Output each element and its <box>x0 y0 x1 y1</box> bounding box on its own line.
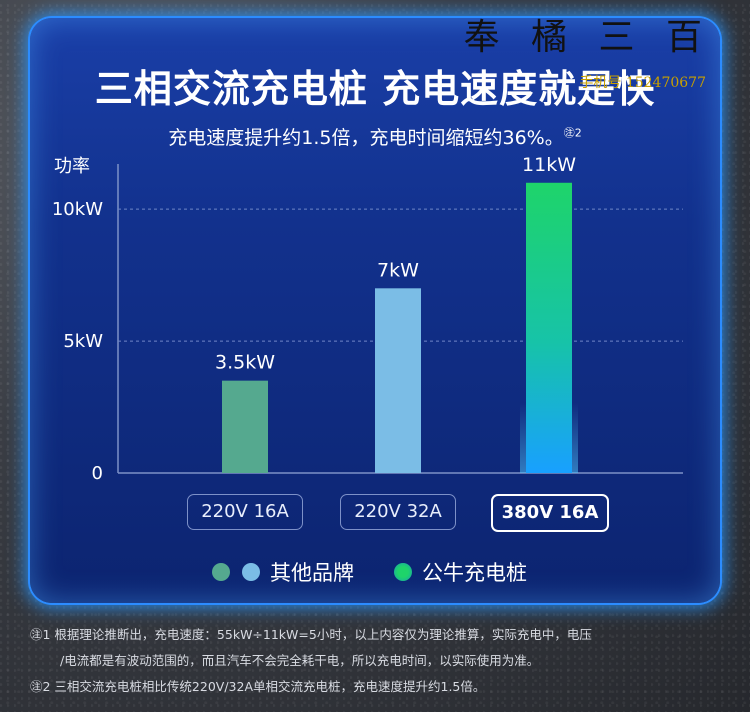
x-category-label: 220V 32A <box>340 494 456 530</box>
bar-220V-16A <box>222 380 268 473</box>
legend-swatch-bull <box>394 563 412 581</box>
legend-label-bull: 公牛充电桩 <box>422 561 527 585</box>
bar-220V-32A <box>375 288 421 473</box>
y-axis-label: 功率 <box>54 156 90 177</box>
y-tick-label: 10kW <box>52 199 103 220</box>
bar-value-label: 11kW <box>522 154 576 176</box>
y-tick-label: 5kW <box>63 331 103 352</box>
y-tick-label: 0 <box>92 463 103 484</box>
bar-380V-16A <box>526 182 572 473</box>
watermark: 奉 橘 三 百 <box>463 17 712 58</box>
legend-label-other: 其他品牌 <box>270 561 354 585</box>
legend: 其他品牌 公牛充电桩 <box>212 557 527 587</box>
footnote-1: ㊟1 根据理论推断出，充电速度：55kW÷11kW=5小时，以上内容仅为理论推算… <box>30 627 592 642</box>
footnote-2: ㊟2 三相交流充电桩相比传统220V/32A单相交流充电桩，充电速度提升约1.5… <box>30 679 486 694</box>
x-category-label: 380V 16A <box>491 494 609 532</box>
subtitle-text: 充电速度提升约1.5倍，充电时间缩短约36%。 <box>168 127 564 149</box>
page-subtitle: 充电速度提升约1.5倍，充电时间缩短约36%。㊟2 <box>0 123 750 150</box>
x-category-label: 220V 16A <box>187 494 303 530</box>
bar-value-label: 7kW <box>377 259 419 281</box>
footnote-1-cont: /电流都是有波动范围的，而且汽车不会完全耗干电，所以充电时间，以实际使用为准。 <box>60 653 540 668</box>
page-title: 三相交流充电桩 充电速度就是快 <box>94 67 656 111</box>
legend-swatch-other-1 <box>212 563 230 581</box>
subtitle-note-mark: ㊟2 <box>563 126 582 140</box>
footnotes: ㊟1 根据理论推断出，充电速度：55kW÷11kW=5小时，以上内容仅为理论推算… <box>30 622 730 700</box>
bar-value-label: 3.5kW <box>215 352 275 374</box>
watermark-phone: 手机号 152470677 <box>579 75 706 91</box>
legend-swatch-other-2 <box>242 563 260 581</box>
